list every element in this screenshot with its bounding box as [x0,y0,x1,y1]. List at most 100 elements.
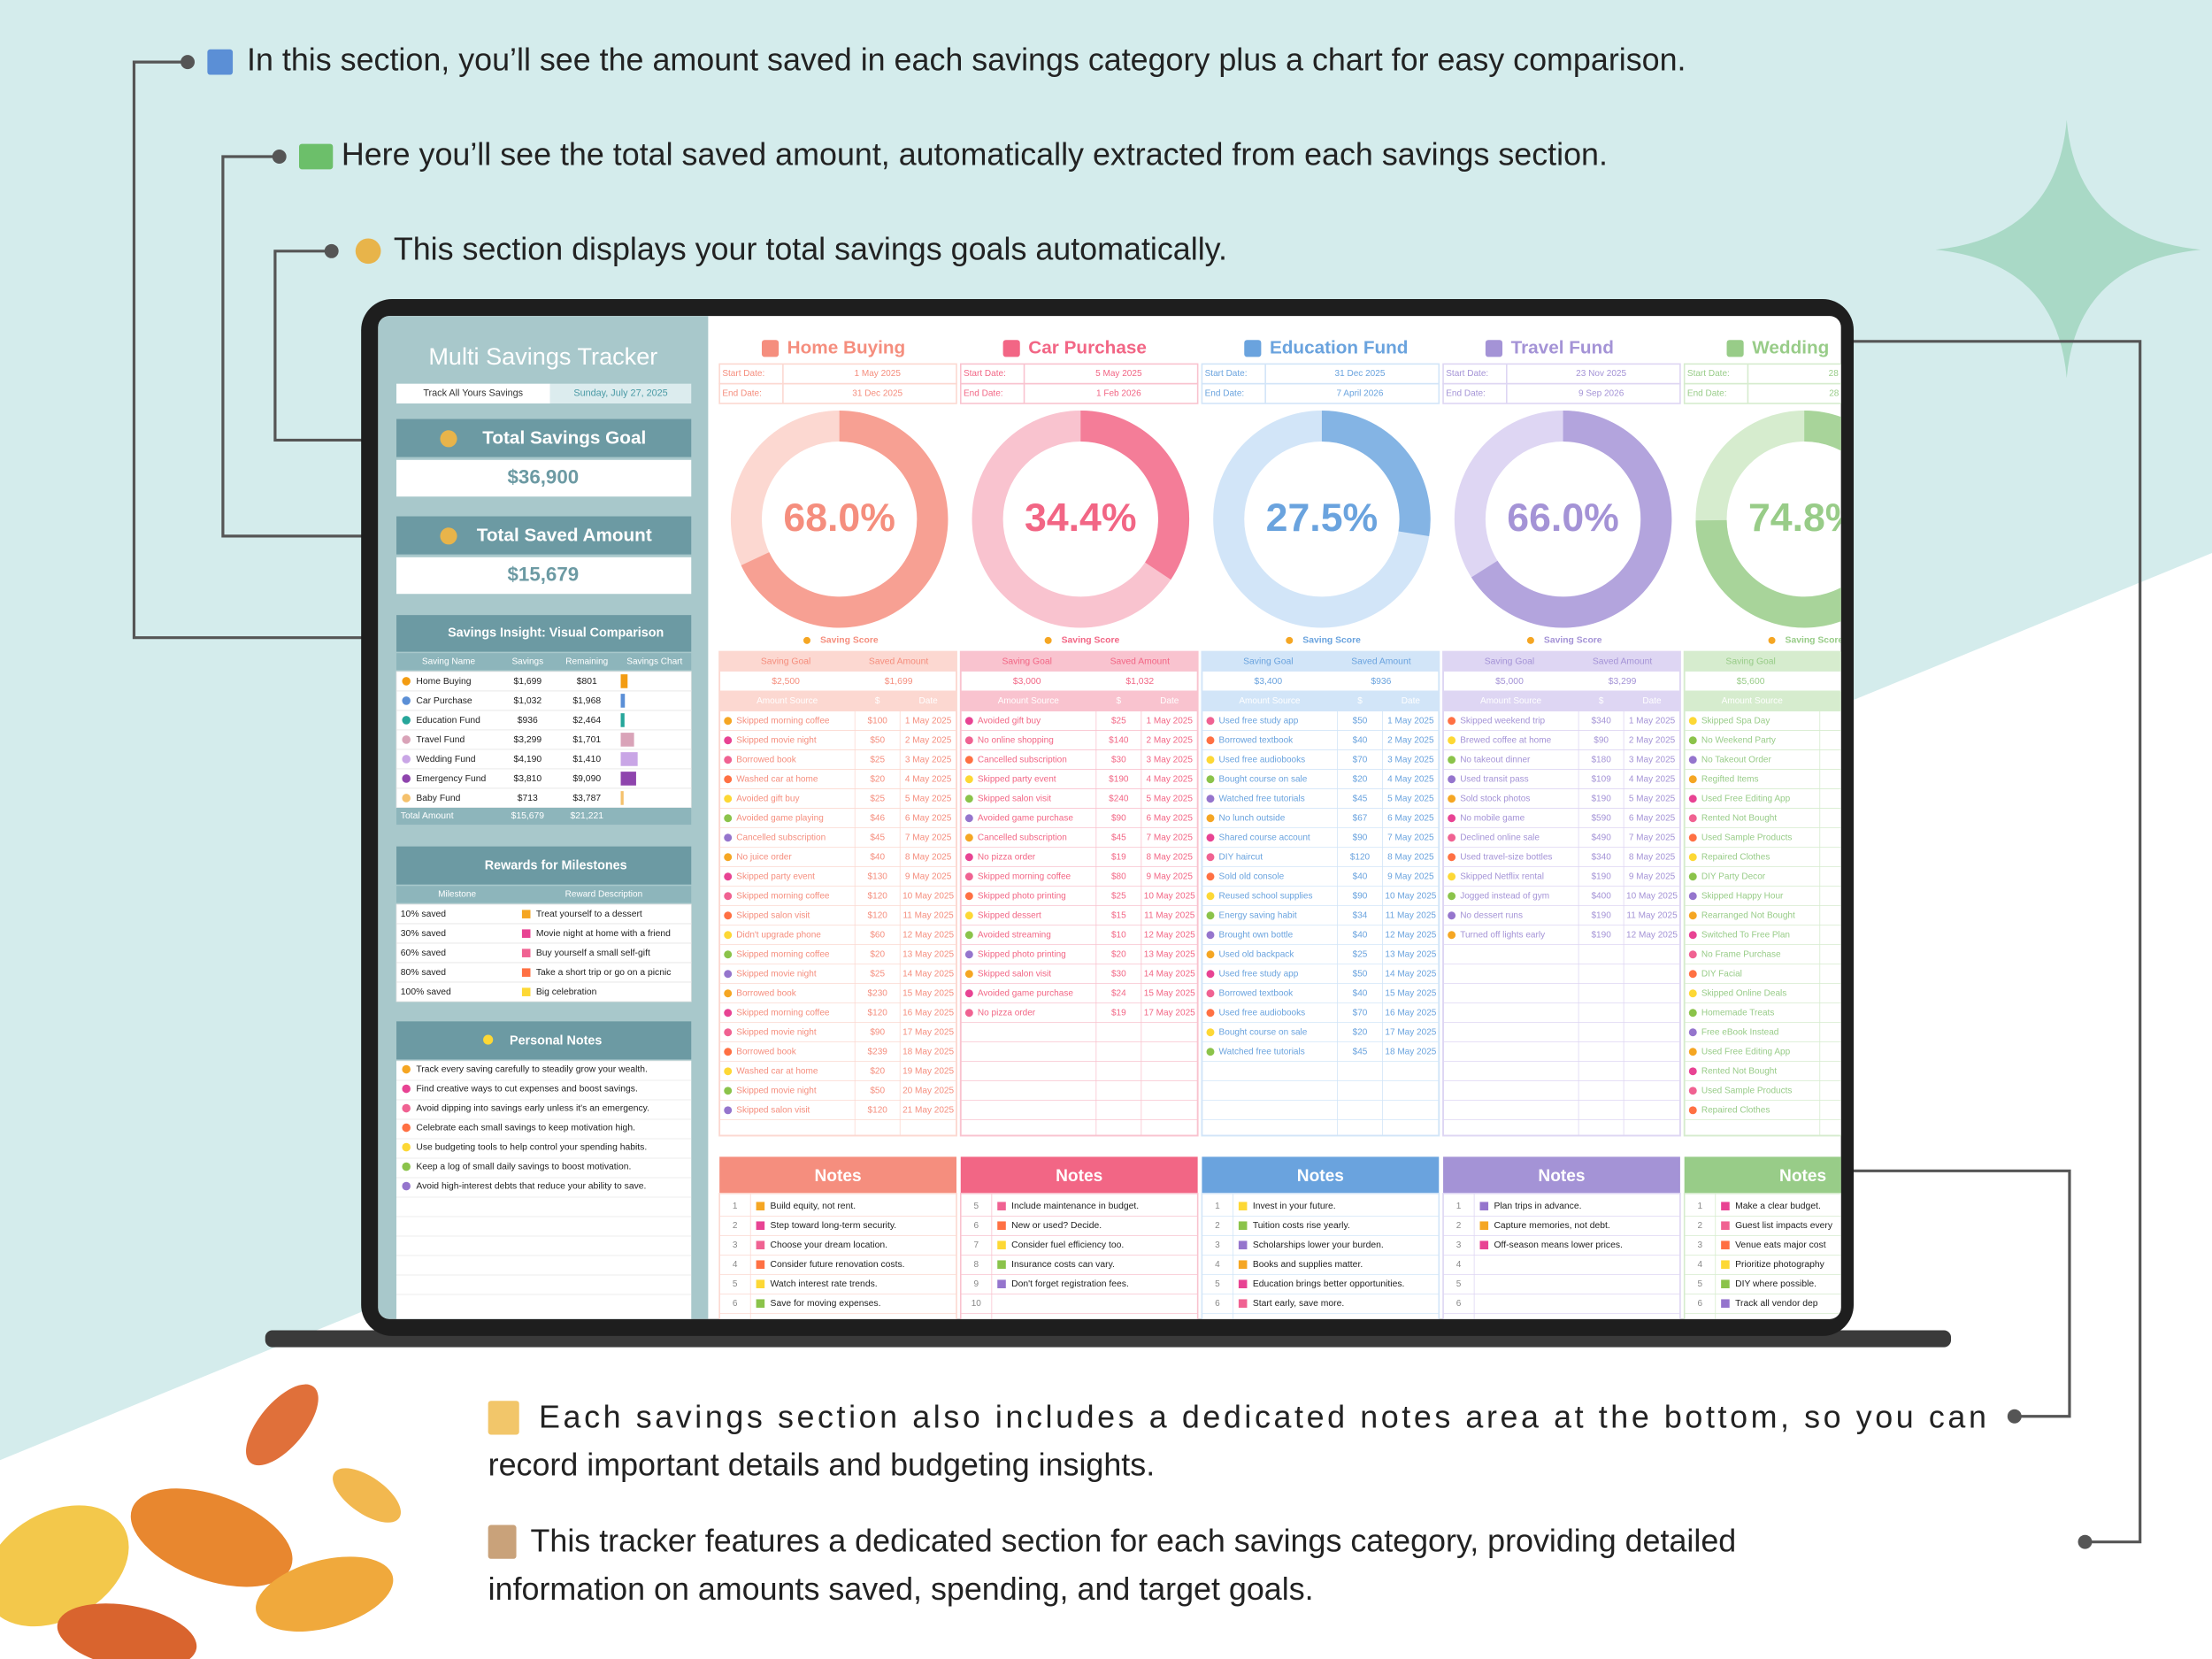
remaining: $1,701 [572,735,601,745]
note: Track every saving carefully to steadily… [416,1064,648,1074]
icon [1448,853,1456,862]
icon [1688,736,1697,745]
table-box [718,650,957,1137]
entry-name: Skipped salon visit [978,794,1051,803]
icon [1688,989,1697,998]
icon [1688,911,1697,920]
icon [964,950,973,959]
entry-date: 7 May 2025 [905,833,952,842]
note-text: Prioritize photography [1735,1260,1825,1270]
panel-header [396,1021,692,1060]
savings: $4,190 [513,755,541,764]
note-number: 1 [1456,1202,1462,1211]
section-icon [1485,340,1503,357]
note-text: New or used? Decide. [1011,1221,1102,1231]
entry-name: Cancelled subscription [978,833,1067,842]
notes-box [1442,1193,1681,1319]
icon [1721,1221,1730,1230]
note-number: 3 [1456,1240,1462,1250]
note-number: 3 [1697,1240,1702,1250]
table-header [396,653,692,671]
milestone: 100% saved [401,987,451,997]
entry-name: Skipped salon visit [736,1105,810,1115]
entry-date: 10 May 2025 [902,891,954,901]
entry-name: Skipped Happy Hour [1701,891,1784,901]
score-title: Saving Score [1786,636,1844,646]
entry-name: Watched free tutorials [1219,1047,1305,1056]
icon [1688,775,1697,784]
entry-amount: $40 [1353,735,1368,745]
entry-name: Used Sample Products [1701,1086,1793,1095]
icon [964,814,973,823]
reward: Buy yourself a small self-gift [536,949,650,958]
entry-amount: $70 [1353,1008,1368,1018]
note-text: Start early, save more. [1253,1299,1344,1309]
icon [1721,1240,1730,1249]
entry-date: 1 May 2025 [1629,716,1676,726]
entry-amount: $34 [1353,910,1368,920]
entry-amount: $120 [1350,852,1371,862]
date-row [1442,382,1681,404]
entry-amount: $25 [1111,716,1126,726]
remaining: $3,787 [572,794,601,803]
table-header [960,651,1198,672]
entry-date: 12 May 2025 [1626,930,1678,940]
entry-amount: $120 [868,1008,888,1018]
icon [997,1221,1006,1230]
column-header: Date [1642,696,1662,706]
saving-name: Emergency Fund [416,774,486,784]
icon [1206,950,1215,959]
goal: $3,400 [1255,677,1283,687]
score: 66.0% [1507,496,1619,540]
note-text: Guest list impacts every [1735,1221,1833,1231]
entry-name: No mobile game [1460,813,1525,823]
icon [756,1260,765,1269]
entry-name: Skipped party event [978,774,1056,784]
goal: $3,000 [1013,677,1041,687]
notes-box [959,1193,1199,1319]
entry-amount: $239 [868,1047,888,1056]
entry-amount: $45 [1353,1047,1368,1056]
entry-name: No Frame Purchase [1701,949,1781,959]
icon [402,735,411,744]
note-number: 3 [733,1240,738,1250]
icon [964,872,973,881]
reward: Treat yourself to a dessert [536,910,642,919]
icon [402,1181,411,1191]
subtitle-box [396,383,550,403]
entry-amount: $70 [1353,755,1368,764]
entry-date: 3 May 2025 [1387,755,1434,764]
savings: $3,299 [513,735,541,745]
saving-name: Travel Fund [416,735,465,745]
panel-title: Personal Notes [510,1033,602,1048]
entry-name: No Weekend Party [1701,735,1776,745]
entry-amount: $40 [870,852,885,862]
note-text: Watch interest rate trends. [771,1279,878,1289]
panel-title: Savings Insight: Visual Comparison [448,626,664,641]
entry-date: 6 May 2025 [1387,813,1434,823]
goal-header: Saving Goal [1485,657,1534,667]
column-header: $ [1599,696,1604,706]
icon [440,430,457,448]
notes-header [719,1156,956,1194]
icon [756,1221,765,1230]
entry-date: 15 May 2025 [1385,988,1436,998]
entry-date: 5 May 2025 [905,794,952,803]
entry-date: 6 May 2025 [1629,813,1676,823]
icon [1206,872,1215,881]
entry-amount: $50 [870,1086,885,1095]
icon [724,931,733,940]
column-header: Amount Source [1480,696,1542,706]
total-value: $36,900 [508,465,580,488]
icon [997,1202,1006,1210]
icon [997,1279,1006,1288]
entry-name: No dessert runs [1460,910,1523,920]
entry-name: Sold stock photos [1460,794,1530,803]
entry-name: Avoided gift buy [736,794,799,803]
icon [724,1067,733,1076]
icon [1479,1221,1489,1230]
notes-box [1201,1193,1440,1319]
entry-date: 17 May 2025 [1385,1027,1436,1037]
entry-name: Cancelled subscription [978,755,1067,764]
